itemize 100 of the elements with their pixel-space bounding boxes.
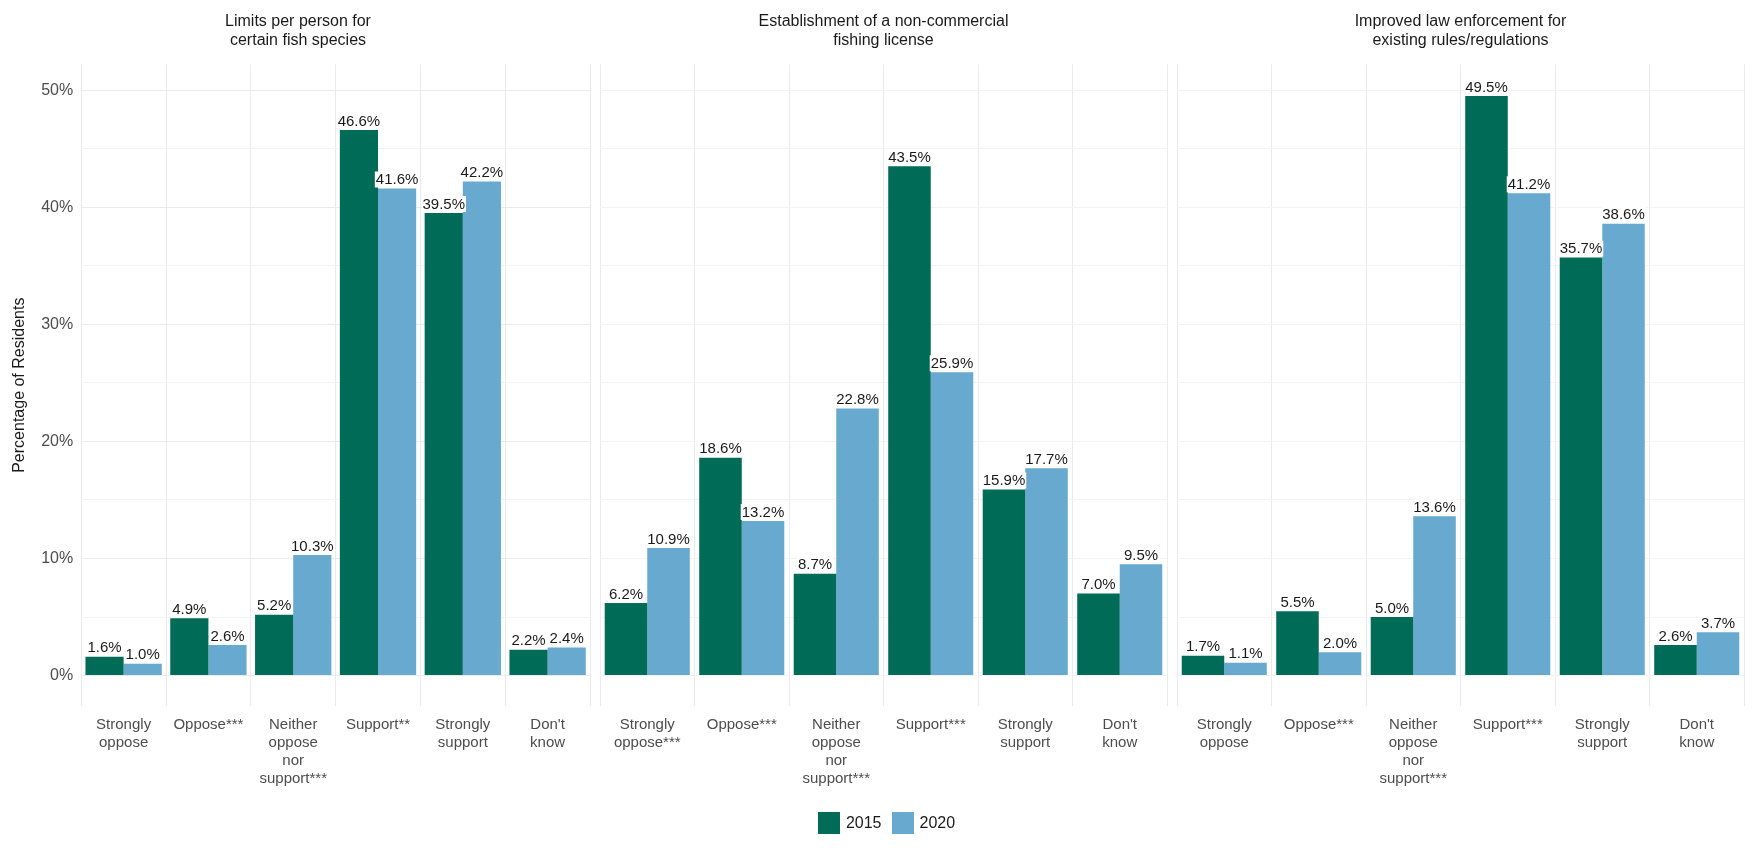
x-tick-label: Don't know	[530, 715, 566, 751]
data-label: 4.9%	[172, 599, 207, 617]
data-label: 10.9%	[647, 529, 690, 547]
data-label: 2.6%	[210, 626, 245, 644]
bar	[1559, 257, 1603, 676]
bar	[1413, 516, 1456, 676]
bar	[424, 213, 463, 676]
x-tick-label: Oppose***	[706, 715, 777, 733]
data-label: 9.5%	[1123, 545, 1159, 563]
bar	[547, 647, 586, 676]
y-tick-label: 30%	[41, 314, 74, 332]
data-label: 10.3%	[291, 536, 334, 554]
data-label: 1.0%	[125, 645, 160, 663]
bar	[1181, 655, 1225, 676]
y-axis-title: Percentage of Residents	[10, 297, 28, 473]
data-label: 2.6%	[1658, 626, 1693, 644]
data-label: 7.0%	[1081, 575, 1116, 593]
data-label: 17.7%	[1025, 449, 1068, 467]
bar	[1465, 96, 1508, 676]
data-label: 39.5%	[422, 194, 465, 212]
bar	[1077, 593, 1120, 676]
bar	[123, 663, 162, 676]
x-tick-label: Support***	[895, 715, 966, 733]
bar	[1602, 223, 1645, 676]
bar	[699, 457, 742, 676]
data-label: 49.5%	[1465, 77, 1508, 95]
bar	[1318, 652, 1362, 676]
legend-label: 2020	[919, 814, 956, 832]
data-label: 38.6%	[1602, 205, 1645, 223]
data-label: 5.5%	[1280, 592, 1315, 610]
chart-title: Establishment of a non-commercial fishing license	[758, 12, 1009, 49]
data-label: 42.2%	[460, 163, 504, 181]
data-label: 13.6%	[1413, 497, 1456, 515]
x-tick-label: Neither oppose nor support***	[259, 715, 328, 787]
x-tick-label: Strongly support	[1574, 715, 1631, 751]
x-tick-label: Strongly support	[435, 715, 491, 751]
data-label: 1.6%	[87, 638, 122, 656]
bar	[1224, 662, 1267, 676]
legend-label: 2015	[845, 814, 882, 832]
bar	[982, 489, 1026, 676]
chart-title: Limits per person for certain fish species	[225, 12, 372, 49]
y-tick-label: 40%	[41, 197, 74, 215]
data-label: 1.7%	[1185, 637, 1221, 655]
data-label: 41.2%	[1507, 174, 1551, 192]
data-label: 35.7%	[1559, 239, 1603, 257]
x-tick-label: Don't know	[1679, 715, 1715, 751]
bar	[1276, 611, 1319, 676]
bar	[930, 372, 974, 676]
bar	[170, 618, 209, 676]
x-tick-label: Oppose***	[173, 715, 244, 733]
y-tick-label: 20%	[41, 431, 74, 449]
data-label: 5.2%	[257, 596, 292, 614]
x-tick-label: Oppose***	[1283, 715, 1354, 733]
data-label: 18.6%	[699, 439, 742, 457]
data-label: 8.7%	[797, 555, 833, 573]
x-tick-label: Strongly oppose	[1196, 715, 1253, 751]
data-label: 1.1%	[1228, 644, 1263, 662]
bar	[208, 645, 247, 676]
y-tick-label: 10%	[41, 548, 74, 566]
x-tick-label: Strongly oppose	[96, 715, 152, 751]
bar	[85, 656, 124, 676]
bar	[793, 573, 837, 676]
bar	[1370, 617, 1414, 676]
data-label: 43.5%	[888, 147, 931, 165]
y-tick-label: 50%	[41, 80, 74, 98]
x-tick-label: Neither oppose nor support***	[802, 715, 871, 787]
data-label: 46.6%	[337, 111, 381, 129]
x-tick-label: Strongly support	[997, 715, 1054, 751]
bar	[1119, 564, 1163, 676]
bar	[604, 602, 648, 676]
bar	[378, 188, 417, 676]
data-label: 25.9%	[930, 353, 974, 371]
x-tick-label: Support***	[1472, 715, 1543, 733]
data-label: 2.2%	[511, 631, 546, 649]
bar	[836, 408, 879, 676]
bar	[509, 649, 548, 676]
data-label: 13.2%	[741, 502, 785, 520]
x-tick-label: Don't know	[1102, 715, 1138, 751]
chart-title: Improved law enforcement for existing rules/regulations	[1354, 12, 1567, 49]
x-tick-label: Neither oppose nor support***	[1379, 715, 1448, 787]
data-label: 41.6%	[375, 170, 419, 188]
bar	[293, 554, 332, 676]
x-tick-label: Support**	[345, 715, 411, 733]
x-tick-label: Strongly oppose***	[613, 715, 681, 751]
data-label: 3.7%	[1700, 613, 1736, 631]
data-label: 5.0%	[1374, 598, 1410, 616]
bar	[647, 547, 690, 676]
bar	[1507, 193, 1551, 676]
bar	[1696, 632, 1740, 676]
y-tick-label: 0%	[50, 665, 74, 683]
bar	[888, 166, 931, 676]
data-label: 2.4%	[549, 629, 584, 647]
bar	[255, 614, 294, 676]
data-label: 2.0%	[1322, 633, 1358, 651]
data-label: 6.2%	[608, 584, 644, 602]
data-label: 15.9%	[982, 471, 1026, 489]
bar	[1654, 645, 1697, 676]
bar	[1025, 468, 1068, 676]
data-label: 22.8%	[836, 390, 879, 408]
bar	[741, 521, 785, 676]
